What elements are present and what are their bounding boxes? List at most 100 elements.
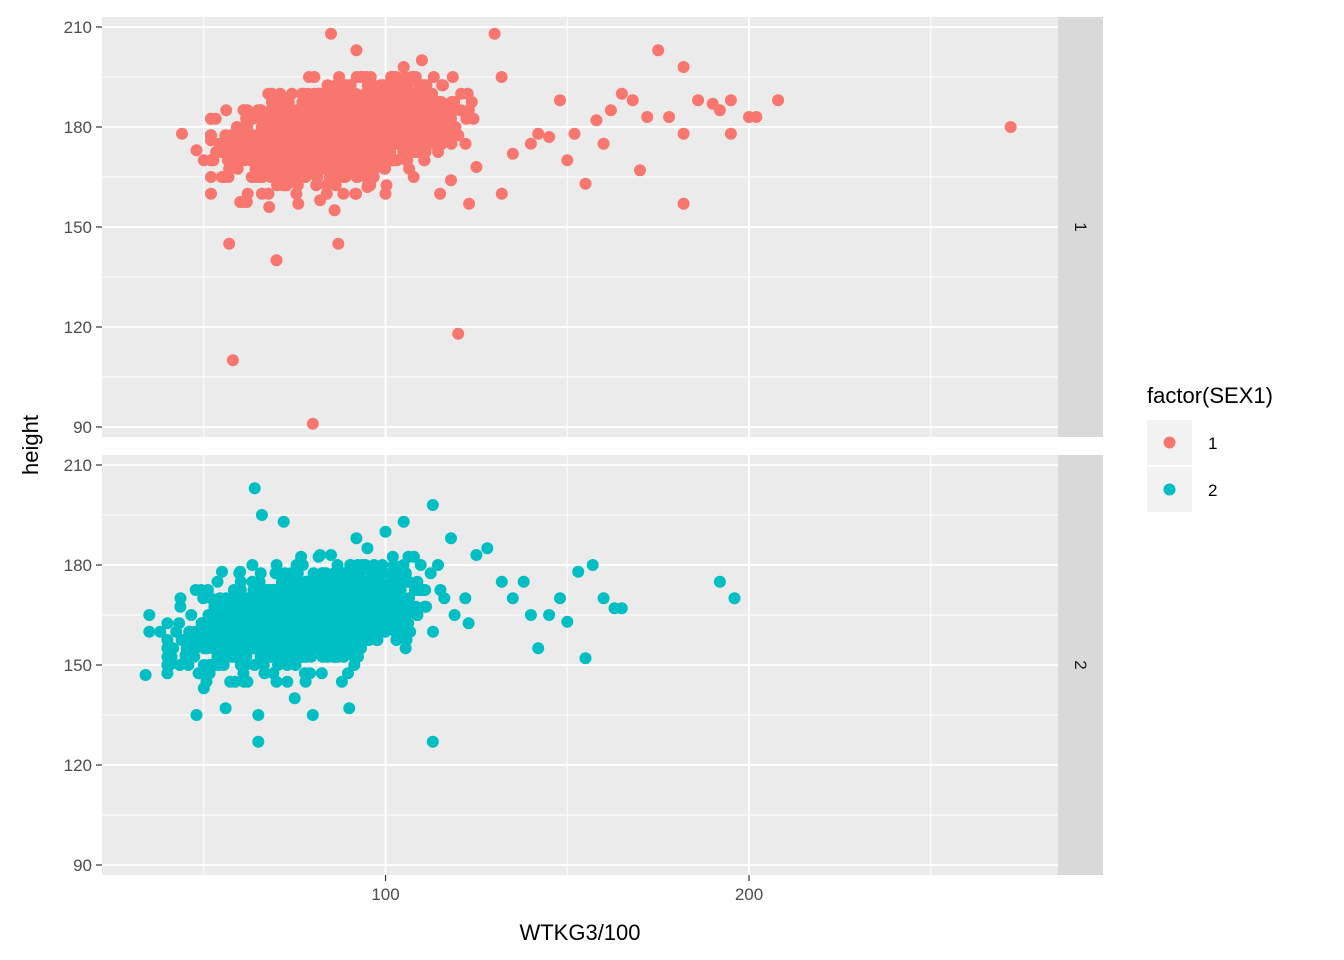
data-point — [434, 584, 447, 596]
data-point — [418, 154, 431, 167]
data-point — [407, 550, 420, 563]
series-points-1 — [176, 27, 1017, 430]
data-point — [347, 146, 360, 158]
data-point — [217, 659, 230, 671]
data-point — [333, 71, 346, 83]
data-point — [346, 625, 359, 638]
data-point — [316, 592, 329, 605]
data-point — [231, 642, 244, 655]
data-point — [350, 532, 363, 545]
data-point — [452, 327, 465, 340]
data-point — [728, 592, 741, 605]
data-point — [174, 600, 187, 613]
data-point — [280, 96, 293, 108]
data-point — [293, 584, 306, 596]
data-point — [517, 575, 530, 588]
data-point — [223, 237, 236, 250]
data-point — [411, 609, 424, 621]
data-point — [368, 592, 381, 605]
data-point — [205, 134, 217, 147]
data-point — [348, 567, 361, 580]
data-point — [175, 634, 188, 646]
data-point — [361, 542, 374, 555]
data-point — [225, 609, 238, 621]
data-point — [572, 565, 585, 578]
data-point — [384, 154, 397, 167]
data-point — [205, 171, 217, 183]
y-axis-title: height — [18, 415, 43, 475]
legend-label: 1 — [1208, 434, 1217, 453]
panels-layer: 90 120 150 180 210 1 90 120 150 180 210 2 — [64, 17, 1103, 875]
data-point — [590, 114, 603, 127]
data-point — [190, 144, 203, 157]
data-point — [432, 559, 444, 571]
data-point — [434, 187, 447, 200]
data-point — [424, 121, 437, 133]
data-point — [161, 617, 174, 630]
data-point — [294, 104, 307, 117]
data-point — [382, 617, 394, 630]
data-point — [210, 146, 223, 158]
data-point — [324, 121, 337, 133]
data-point — [677, 197, 690, 210]
data-point — [350, 71, 363, 83]
data-point — [713, 575, 726, 588]
data-point — [314, 194, 327, 207]
data-point — [257, 112, 270, 125]
data-point — [361, 79, 374, 92]
data-point — [750, 111, 763, 123]
data-point — [251, 617, 264, 630]
data-point — [332, 237, 345, 250]
data-point — [270, 121, 283, 133]
data-point — [228, 625, 241, 638]
data-point — [220, 104, 233, 117]
data-point — [506, 147, 519, 160]
data-point — [402, 617, 415, 630]
data-point — [626, 94, 639, 107]
data-point — [205, 187, 217, 200]
data-point — [412, 112, 425, 125]
data-point — [677, 61, 690, 73]
y-tick-label: 180 — [64, 556, 92, 575]
data-point — [387, 567, 400, 580]
data-point — [379, 525, 392, 538]
data-point — [395, 575, 408, 588]
data-point — [532, 127, 545, 140]
data-point — [268, 162, 281, 175]
legend-entries: 12 — [1147, 420, 1217, 512]
data-point — [179, 649, 192, 661]
data-point — [323, 146, 336, 158]
data-point — [270, 675, 283, 688]
data-point — [321, 79, 334, 92]
data-point — [419, 584, 432, 596]
data-point — [290, 559, 303, 571]
data-point — [399, 642, 412, 655]
data-point — [205, 112, 217, 125]
data-point — [426, 735, 439, 748]
data-point — [228, 154, 241, 167]
data-point — [408, 584, 421, 596]
data-point — [283, 634, 296, 646]
data-point — [615, 602, 628, 615]
data-point — [239, 634, 252, 646]
data-point — [226, 599, 239, 611]
data-point — [554, 94, 566, 107]
data-point — [532, 642, 545, 655]
data-point — [196, 617, 209, 630]
data-point — [211, 575, 224, 588]
data-point — [306, 709, 319, 721]
data-point — [524, 137, 537, 150]
facet-panel-2: 90 120 150 180 210 2 — [64, 455, 1103, 875]
data-point — [377, 146, 390, 158]
data-point — [197, 659, 210, 671]
data-point — [252, 709, 265, 721]
data-point — [357, 154, 370, 167]
data-point — [283, 137, 296, 150]
data-point — [463, 197, 476, 210]
data-point — [241, 675, 254, 688]
data-point — [361, 181, 374, 193]
data-point — [353, 129, 366, 142]
data-point — [390, 625, 402, 638]
data-point — [266, 146, 279, 158]
